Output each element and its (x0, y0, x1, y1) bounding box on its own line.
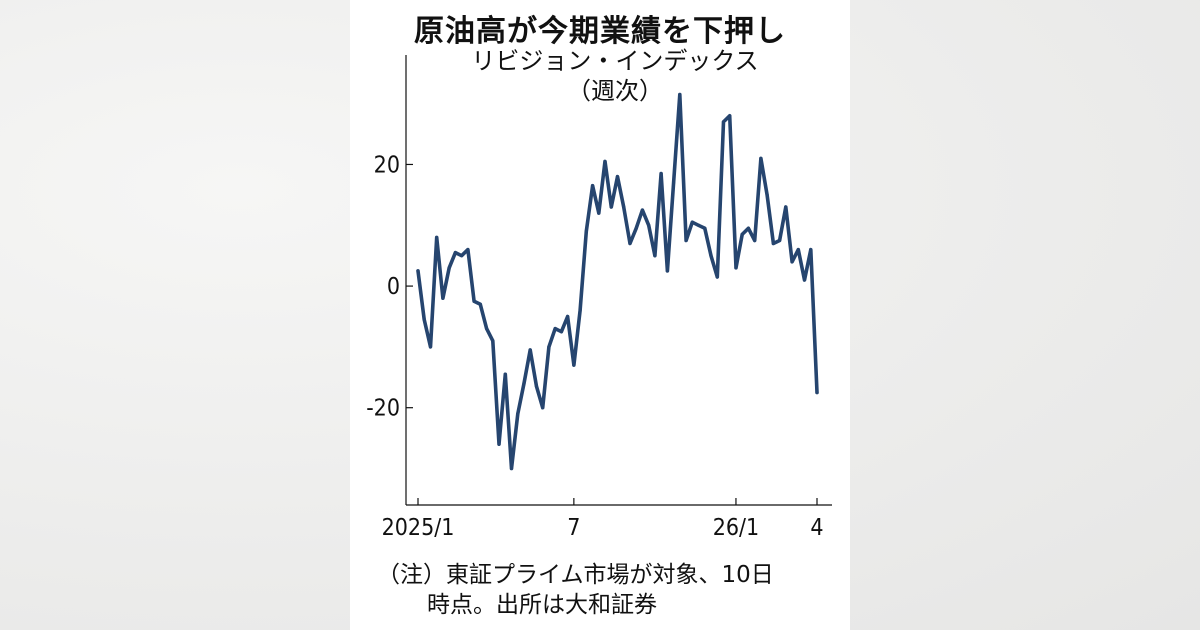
data-point (709, 254, 713, 258)
data-point (547, 345, 551, 349)
data-point (678, 92, 682, 97)
data-point (765, 193, 769, 197)
data-point (503, 372, 507, 376)
data-point (484, 327, 489, 331)
series-group (416, 92, 819, 471)
data-point (615, 175, 620, 179)
data-point (771, 241, 775, 246)
data-point (597, 211, 601, 215)
x-tick-label: 26/1 (713, 515, 759, 541)
y-tick-label: -20 (366, 396, 400, 422)
data-point (435, 235, 439, 240)
chart-subtitle: リビジョン・インデックス （週次） (420, 46, 810, 106)
data-point (572, 363, 576, 367)
data-point (534, 384, 539, 389)
data-point (746, 226, 751, 230)
data-point (428, 345, 433, 349)
data-point (759, 156, 763, 160)
data-point (796, 247, 800, 252)
chart-axes (405, 55, 832, 506)
data-point (622, 205, 626, 209)
chart-card: 原油高が今期業績を下押し リビジョン・インデックス （週次） 20 0 -20 20… (350, 0, 850, 630)
data-point (460, 254, 464, 258)
data-point (740, 232, 744, 236)
data-point (721, 120, 726, 124)
subtitle-line-2: （週次） (567, 77, 663, 105)
data-point (541, 406, 545, 410)
data-point (665, 269, 669, 273)
data-point (777, 238, 782, 243)
data-point (734, 266, 738, 270)
data-point (603, 159, 607, 164)
data-point (784, 205, 788, 209)
data-point (684, 238, 688, 243)
data-point (690, 220, 694, 224)
data-point (578, 308, 582, 313)
x-axis-ticks: 2025/1 7 26/1 4 (382, 498, 824, 541)
subtitle-line-1: リビジョン・インデックス (471, 47, 759, 75)
data-point (703, 226, 707, 230)
data-point (640, 208, 645, 212)
data-point (559, 330, 563, 334)
data-point (441, 296, 445, 300)
data-point (696, 223, 701, 227)
data-point (815, 390, 819, 395)
chart-note: （注）東証プライム市場が対象、10日 時点。出所は大和証券 (377, 560, 837, 620)
data-point (609, 205, 613, 209)
data-point (453, 251, 458, 255)
data-point (809, 247, 813, 252)
data-point (728, 114, 732, 118)
data-point (416, 269, 420, 273)
data-point (634, 226, 638, 230)
x-tick-label: 2025/1 (382, 515, 455, 541)
data-point (753, 238, 757, 243)
y-axis-ticks: 20 0 -20 (366, 152, 413, 422)
data-point (715, 275, 719, 279)
data-point (491, 339, 495, 343)
y-tick-label: 20 (374, 152, 400, 178)
y-tick-label: 0 (387, 274, 400, 300)
data-point (422, 317, 426, 322)
data-point (447, 266, 451, 270)
data-point (584, 229, 588, 233)
chart-title: 原油高が今期業績を下押し (414, 14, 786, 49)
data-point (628, 241, 632, 246)
data-point (802, 278, 807, 282)
x-tick-label: 7 (567, 515, 580, 541)
data-point (478, 302, 482, 306)
series-line (416, 92, 819, 471)
data-point (672, 181, 676, 185)
data-point (522, 381, 526, 385)
data-point (528, 348, 532, 352)
data-point (472, 299, 476, 303)
data-point (516, 412, 520, 416)
data-point (790, 260, 794, 264)
note-line-1: （注）東証プライム市場が対象、10日 (377, 562, 774, 588)
data-point (497, 442, 501, 446)
data-point (647, 223, 651, 227)
data-point (466, 247, 470, 252)
data-point (653, 254, 657, 258)
note-line-2: 時点。出所は大和証券 (427, 592, 657, 618)
data-point (566, 314, 570, 319)
x-tick-label: 4 (810, 515, 823, 541)
data-point (509, 466, 514, 471)
data-point (590, 184, 595, 188)
data-point (659, 171, 663, 176)
line-chart: 20 0 -20 2025/1 7 26/1 4 (366, 55, 832, 541)
data-point (553, 327, 557, 331)
